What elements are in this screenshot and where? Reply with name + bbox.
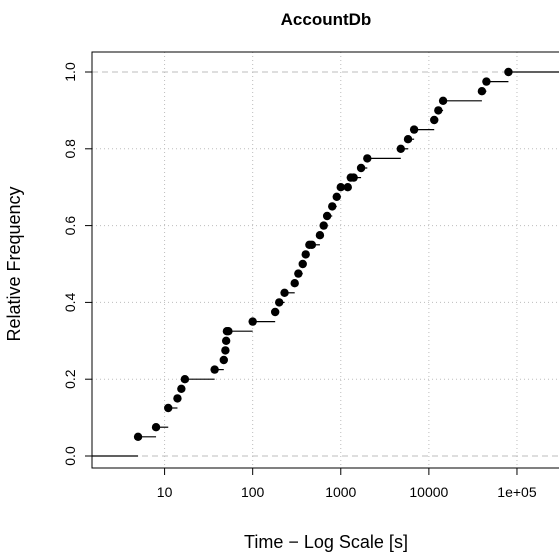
data-point: [180, 375, 190, 384]
y-tick-label: 0.8: [62, 139, 78, 159]
x-tick-label: 100: [241, 484, 265, 500]
y-axis-label: Relative Frequency: [4, 186, 24, 341]
data-point: [210, 365, 219, 374]
data-point: [270, 307, 280, 317]
data-point: [356, 163, 366, 173]
data-point: [363, 154, 372, 163]
data-point: [164, 403, 173, 413]
x-axis-label: Time − Log Scale [s]: [244, 532, 408, 552]
data-point: [173, 394, 182, 403]
data-point: [294, 269, 303, 278]
data-point: [315, 231, 325, 240]
data-point: [307, 240, 317, 249]
data-point: [221, 346, 230, 355]
data-point: [322, 211, 332, 221]
data-point: [409, 125, 419, 134]
y-tick-label: 0.4: [62, 292, 78, 312]
chart-title: AccountDb: [281, 10, 372, 29]
data-point: [349, 173, 358, 182]
x-axis: 10 100 1000 10000 1e+05: [157, 468, 537, 500]
data-points: [133, 67, 513, 441]
y-tick-label: 0.6: [62, 216, 78, 236]
data-point: [290, 279, 299, 288]
data-point: [151, 423, 161, 432]
data-point: [280, 288, 289, 297]
x-tick-label: 10000: [409, 484, 448, 500]
grid: [92, 52, 559, 468]
data-point: [434, 106, 443, 115]
x-tick-label: 10: [157, 484, 173, 500]
data-point: [221, 336, 231, 345]
data-point: [403, 135, 413, 144]
data-point: [274, 298, 284, 307]
step-lines: [92, 71, 559, 457]
data-point: [332, 192, 341, 201]
y-axis: 0.0 0.2 0.4 0.6 0.8 1.0: [62, 62, 92, 466]
data-point: [248, 317, 257, 326]
y-tick-label: 1.0: [62, 62, 78, 82]
data-point: [301, 250, 310, 259]
data-point: [319, 221, 328, 230]
data-point: [336, 183, 345, 192]
data-point: [482, 77, 491, 86]
data-point: [177, 384, 186, 393]
data-point: [438, 96, 448, 106]
x-tick-label: 1e+05: [497, 484, 537, 500]
y-tick-label: 0.2: [62, 369, 78, 389]
data-point: [504, 67, 513, 77]
data-point: [298, 259, 307, 269]
data-point: [328, 202, 337, 211]
plot-frame: [91, 51, 559, 469]
data-point: [396, 144, 405, 153]
y-tick-label: 0.0: [62, 446, 78, 466]
data-point: [343, 183, 352, 192]
data-point: [477, 87, 487, 96]
data-point: [133, 432, 143, 441]
data-point: [224, 327, 233, 336]
data-point: [430, 115, 439, 125]
x-tick-label: 1000: [325, 484, 356, 500]
data-point: [219, 355, 228, 365]
